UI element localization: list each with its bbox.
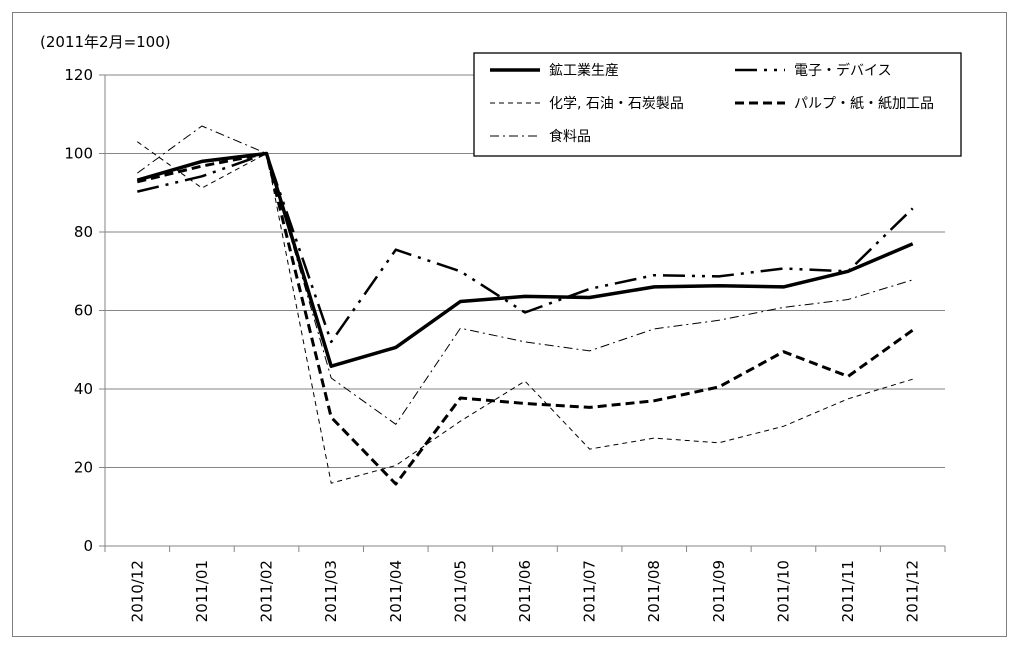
y-tick-label: 20 bbox=[74, 459, 93, 477]
x-tick-label: 2011/03 bbox=[322, 560, 340, 622]
y-tick-label: 60 bbox=[74, 302, 93, 320]
x-tick-label: 2011/07 bbox=[581, 560, 599, 622]
series-lines bbox=[136, 125, 914, 486]
y-tick-label: 0 bbox=[83, 537, 93, 555]
series-line-1 bbox=[136, 151, 914, 368]
x-tick-label: 2011/06 bbox=[516, 560, 534, 622]
x-tick-label: 2011/12 bbox=[904, 560, 922, 622]
unit-label: (2011年2月=100) bbox=[40, 33, 171, 51]
x-tick-label: 2010/12 bbox=[128, 560, 146, 622]
series-line-5 bbox=[137, 125, 913, 425]
chart-area bbox=[12, 12, 1007, 637]
y-tick-label: 100 bbox=[64, 145, 93, 163]
x-tick-label: 2011/05 bbox=[451, 560, 469, 622]
series-line-4 bbox=[136, 152, 914, 486]
x-tick-label: 2011/10 bbox=[774, 560, 792, 622]
x-tick-label: 2011/02 bbox=[258, 560, 276, 622]
series-line-2 bbox=[137, 152, 914, 344]
legend-label: 食料品 bbox=[549, 128, 591, 145]
x-tick-label: 2011/01 bbox=[193, 560, 211, 622]
axes: 0 20 40 60 80 100 120 2010/12 2011/01 2011/02 2011… bbox=[64, 66, 946, 622]
y-tick-label: 120 bbox=[64, 66, 93, 84]
legend-label: 化学, 石油・石炭製品 bbox=[549, 96, 684, 112]
y-tick-label: 80 bbox=[74, 223, 93, 241]
legend-label: 電子・デバイス bbox=[794, 62, 892, 79]
legend-label: パルプ・紙・紙加工品 bbox=[794, 96, 934, 112]
x-tick-label: 2011/08 bbox=[645, 560, 663, 622]
legend-box bbox=[473, 52, 962, 157]
x-tick-label: 2011/04 bbox=[387, 560, 405, 622]
y-tick-label: 40 bbox=[74, 380, 93, 398]
x-tick-label: 2011/11 bbox=[839, 560, 857, 622]
series-line-3 bbox=[137, 141, 913, 484]
x-tick-label: 2011/09 bbox=[710, 560, 728, 622]
legend-label: 鉱工業生産 bbox=[549, 62, 619, 79]
